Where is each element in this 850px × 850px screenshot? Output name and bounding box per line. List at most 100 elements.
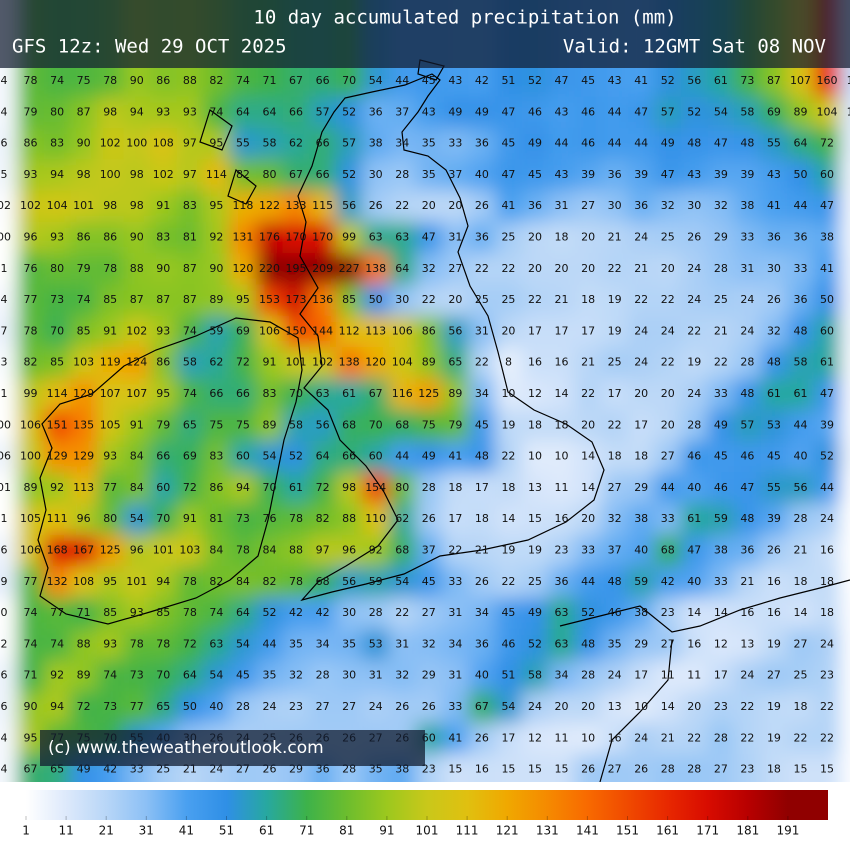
grid-value: 61	[289, 481, 303, 494]
precip-cell	[150, 96, 178, 129]
precip-cell	[335, 691, 363, 724]
grid-value: 48	[767, 356, 781, 369]
grid-value: 10	[581, 731, 595, 744]
grid-value: 23	[289, 700, 303, 713]
precip-cell	[627, 284, 655, 317]
grid-value: 41	[767, 199, 781, 212]
precip-cell	[468, 96, 496, 129]
grid-value: 129	[47, 450, 68, 463]
precip-cell	[43, 96, 71, 129]
grid-value: 17	[634, 418, 648, 431]
precip-cell	[229, 440, 257, 473]
precip-cell	[96, 597, 124, 630]
precip-cell	[70, 503, 98, 536]
precip-cell	[442, 534, 470, 567]
grid-value: 101	[153, 544, 174, 557]
precip-cell	[574, 315, 602, 348]
grid-value: 84	[263, 544, 277, 557]
grid-value: 20	[661, 418, 675, 431]
grid-value: 43	[555, 168, 569, 181]
grid-value: 26	[767, 293, 781, 306]
grid-value: 89	[77, 669, 91, 682]
precip-cell	[760, 691, 788, 724]
colorbar-label: 91	[379, 824, 394, 838]
precip-cell	[734, 660, 762, 692]
precip-cell	[468, 315, 496, 348]
grid-value: 16	[555, 512, 569, 525]
grid-value: 58	[263, 137, 277, 150]
grid-value: 45	[528, 168, 542, 181]
precip-cell	[17, 597, 45, 630]
grid-value: 5	[1, 168, 8, 181]
precip-cell	[123, 284, 151, 317]
grid-value: 104	[817, 105, 838, 118]
precip-cell	[760, 440, 788, 473]
grid-value: 83	[263, 387, 277, 400]
precip-cell	[548, 127, 576, 160]
precip-cell	[681, 440, 709, 473]
precip-cell	[654, 722, 682, 755]
precip-cell	[495, 472, 523, 505]
grid-value: 18	[847, 74, 850, 87]
precip-cell	[760, 159, 788, 192]
grid-value: 63	[395, 231, 409, 244]
grid-value: 32	[661, 199, 675, 212]
precip-cell	[548, 566, 576, 598]
precip-cell	[415, 440, 443, 473]
grid-value: 69	[183, 450, 197, 463]
grid-value: 78	[183, 606, 197, 619]
grid-value: 53	[369, 637, 383, 650]
grid-value: 28	[581, 669, 595, 682]
grid-value: 52	[342, 168, 356, 181]
precip-cell	[0, 378, 18, 411]
precip-cell	[388, 221, 417, 254]
grid-value: 129	[73, 450, 94, 463]
precip-cell	[468, 190, 496, 223]
grid-value: 22	[581, 387, 595, 400]
grid-value: 47	[501, 105, 515, 118]
grid-value: 102	[126, 324, 147, 337]
precip-cell	[362, 96, 390, 129]
grid-value: 107	[126, 387, 147, 400]
grid-value: 107	[100, 387, 121, 400]
precip-shading	[0, 0, 850, 782]
precip-cell	[203, 691, 231, 724]
grid-value: 29	[634, 481, 648, 494]
precip-cell	[335, 628, 363, 661]
precip-cell	[787, 753, 815, 782]
precip-cell	[176, 691, 204, 724]
precip-cell	[203, 628, 231, 661]
grid-value: 20	[661, 387, 675, 400]
precip-cell	[123, 691, 151, 724]
precip-cell	[734, 347, 762, 379]
grid-value: 27	[714, 763, 728, 776]
precip-cell	[681, 347, 709, 379]
precip-cell	[840, 534, 850, 567]
grid-value: 50	[794, 168, 808, 181]
grid-value: 47	[634, 105, 648, 118]
precip-cell	[309, 284, 337, 317]
grid-value: 14	[687, 606, 701, 619]
precip-cell	[707, 221, 735, 254]
grid-value: 73	[236, 512, 250, 525]
grid-value: 18	[501, 481, 515, 494]
precip-cell	[309, 534, 337, 567]
grid-value: 46	[581, 137, 595, 150]
grid-value: 54	[209, 669, 223, 682]
precip-cell	[787, 253, 815, 285]
grid-value: 27	[608, 481, 622, 494]
precip-cell	[43, 190, 71, 223]
precip-cell	[521, 221, 549, 254]
precip-cell	[734, 284, 762, 317]
grid-value: 22	[634, 293, 648, 306]
precip-cell	[601, 378, 629, 411]
precip-cell	[601, 597, 629, 630]
grid-value: 60	[236, 450, 250, 463]
grid-value: 22	[794, 731, 808, 744]
precip-cell	[335, 440, 363, 473]
precip-cell	[734, 534, 762, 567]
precip-cell	[468, 347, 496, 379]
precip-cell	[654, 503, 682, 536]
grid-value: 49	[714, 418, 728, 431]
grid-value: 133	[286, 199, 307, 212]
